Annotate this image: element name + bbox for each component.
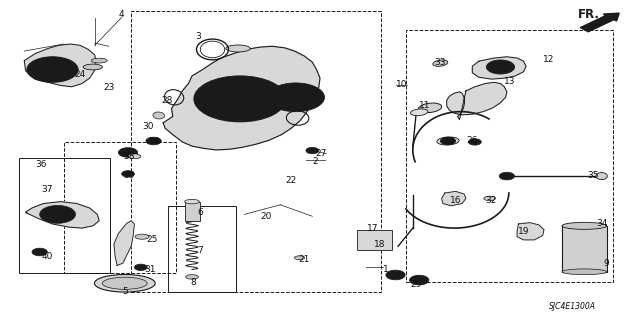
Circle shape — [440, 137, 456, 145]
Text: 15: 15 — [444, 137, 456, 146]
Circle shape — [486, 60, 515, 74]
Text: 38: 38 — [123, 152, 134, 161]
Text: 40: 40 — [42, 252, 53, 261]
Text: 20: 20 — [260, 212, 271, 221]
Text: 3: 3 — [196, 32, 201, 41]
Text: 6: 6 — [197, 208, 203, 217]
Ellipse shape — [484, 196, 495, 201]
Text: 21: 21 — [298, 256, 310, 264]
Polygon shape — [517, 223, 544, 240]
Polygon shape — [472, 57, 526, 79]
Polygon shape — [24, 44, 96, 87]
Text: 1: 1 — [383, 265, 388, 274]
Ellipse shape — [419, 103, 442, 113]
Ellipse shape — [562, 269, 607, 275]
Polygon shape — [163, 46, 320, 150]
Text: 8: 8 — [191, 278, 196, 287]
Circle shape — [386, 270, 405, 280]
Text: 24: 24 — [74, 70, 86, 79]
Text: 37: 37 — [42, 185, 53, 194]
Circle shape — [226, 92, 254, 106]
Circle shape — [468, 139, 481, 145]
Polygon shape — [447, 82, 507, 120]
Text: 22: 22 — [285, 176, 297, 185]
Circle shape — [118, 148, 138, 157]
Text: FR.: FR. — [578, 9, 600, 21]
Text: 12: 12 — [543, 55, 554, 63]
Circle shape — [410, 275, 429, 285]
Circle shape — [27, 57, 78, 82]
Text: 11: 11 — [419, 101, 430, 110]
Ellipse shape — [135, 234, 149, 239]
Text: 26: 26 — [467, 136, 478, 145]
Ellipse shape — [226, 45, 250, 52]
Ellipse shape — [596, 173, 607, 180]
Ellipse shape — [433, 60, 448, 66]
Text: 36: 36 — [35, 160, 47, 169]
Circle shape — [40, 205, 76, 223]
Ellipse shape — [562, 222, 607, 229]
Text: 17: 17 — [367, 224, 378, 233]
Ellipse shape — [294, 256, 305, 260]
Text: 27: 27 — [315, 149, 326, 158]
Circle shape — [390, 272, 401, 278]
Circle shape — [306, 147, 319, 154]
Text: SJC4E1300A: SJC4E1300A — [549, 302, 596, 311]
Text: 30: 30 — [142, 122, 154, 130]
Polygon shape — [26, 202, 99, 228]
Circle shape — [146, 137, 161, 145]
Circle shape — [209, 84, 271, 114]
Text: 16: 16 — [450, 197, 461, 205]
Text: 34: 34 — [596, 219, 608, 228]
Text: 35: 35 — [588, 171, 599, 180]
Ellipse shape — [186, 275, 198, 279]
Ellipse shape — [128, 154, 141, 159]
Text: 13: 13 — [504, 77, 516, 86]
Bar — [19, 158, 110, 273]
Polygon shape — [114, 221, 134, 265]
Ellipse shape — [184, 199, 200, 204]
Circle shape — [122, 171, 134, 177]
Text: 25: 25 — [146, 235, 157, 244]
Text: 33: 33 — [434, 58, 445, 67]
Text: 31: 31 — [145, 265, 156, 274]
Text: 10: 10 — [396, 80, 407, 89]
Ellipse shape — [92, 58, 108, 63]
Bar — [131, 11, 381, 292]
Ellipse shape — [153, 112, 164, 119]
Circle shape — [32, 248, 47, 256]
Ellipse shape — [102, 277, 147, 289]
Polygon shape — [442, 191, 466, 206]
Circle shape — [40, 63, 65, 76]
Text: 9: 9 — [603, 259, 609, 268]
Text: 39: 39 — [123, 171, 134, 180]
Bar — [185, 202, 200, 221]
Bar — [406, 30, 613, 282]
Text: 29: 29 — [410, 280, 422, 289]
Text: 32: 32 — [485, 196, 497, 205]
Bar — [357, 230, 392, 250]
Circle shape — [267, 83, 324, 112]
Ellipse shape — [437, 137, 459, 145]
Text: 23: 23 — [104, 83, 115, 92]
Text: 14: 14 — [148, 137, 160, 146]
Bar — [168, 206, 236, 292]
Bar — [64, 142, 176, 273]
Circle shape — [134, 264, 147, 271]
Text: 5: 5 — [122, 287, 127, 296]
Bar — [562, 226, 607, 272]
Text: 2: 2 — [312, 157, 318, 166]
Circle shape — [499, 172, 515, 180]
Ellipse shape — [95, 274, 156, 292]
Ellipse shape — [410, 109, 428, 116]
Ellipse shape — [83, 64, 102, 70]
Text: 19: 19 — [518, 227, 529, 236]
Text: 7: 7 — [197, 246, 203, 255]
FancyArrow shape — [580, 13, 619, 32]
Text: 28: 28 — [161, 96, 173, 105]
Text: 18: 18 — [374, 240, 386, 249]
Text: 4: 4 — [119, 10, 124, 19]
Circle shape — [194, 76, 286, 122]
